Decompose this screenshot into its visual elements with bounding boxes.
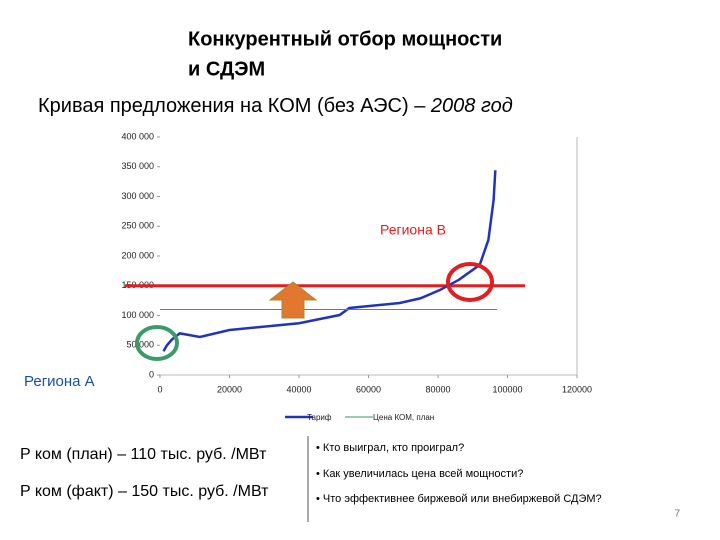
page-number: 7 [674, 509, 680, 520]
y-tick-label: 0 [149, 369, 154, 379]
legend-label: Тариф [307, 413, 332, 422]
highlight-circle [446, 262, 494, 302]
highlight-circle [135, 325, 179, 361]
y-tick-label: 100 000 [121, 310, 154, 320]
x-tick-label: 0 [157, 384, 162, 394]
y-tick-label: 50 000 [126, 340, 154, 350]
x-tick-label: 120000 [562, 384, 592, 394]
title-line: Конкурентный отбор мощности [188, 28, 502, 50]
x-tick-label: 80000 [425, 384, 450, 394]
subtitle-main: Кривая предложения на КОМ (без АЭС) – [38, 95, 431, 117]
x-tick-label: 40000 [286, 384, 311, 394]
note: P ком (факт) – 150 тыс. руб. /МВт [20, 483, 269, 500]
bullet: • Кто выиграл, кто проиграл? [316, 442, 464, 454]
subtitle-year: 2008 год [430, 95, 513, 117]
y-tick-label: 300 000 [121, 191, 154, 201]
x-tick-label: 20000 [217, 384, 242, 394]
legend-label: Цена КОМ, план [373, 413, 434, 422]
annotation: Региона В [380, 222, 446, 238]
x-tick-label: 100000 [492, 384, 522, 394]
bullet: • Что эффективнее биржевой или внебиржев… [316, 493, 602, 505]
y-tick-label: 250 000 [121, 221, 154, 231]
y-tick-label: 350 000 [121, 161, 154, 171]
x-tick-label: 60000 [356, 384, 381, 394]
bullet: • Как увеличилась цена всей мощности? [316, 468, 523, 480]
note: P ком (план) – 110 тыс. руб. /МВт [20, 446, 267, 463]
annotation: Региона А [24, 373, 95, 390]
y-tick-label: 200 000 [121, 250, 154, 260]
series-line [162, 170, 497, 352]
arrow-up [268, 281, 318, 319]
subtitle: Кривая предложения на КОМ (без АЭС) – 20… [38, 95, 513, 117]
y-tick-label: 400 000 [121, 131, 154, 141]
title-line: и СДЭМ [188, 58, 265, 80]
